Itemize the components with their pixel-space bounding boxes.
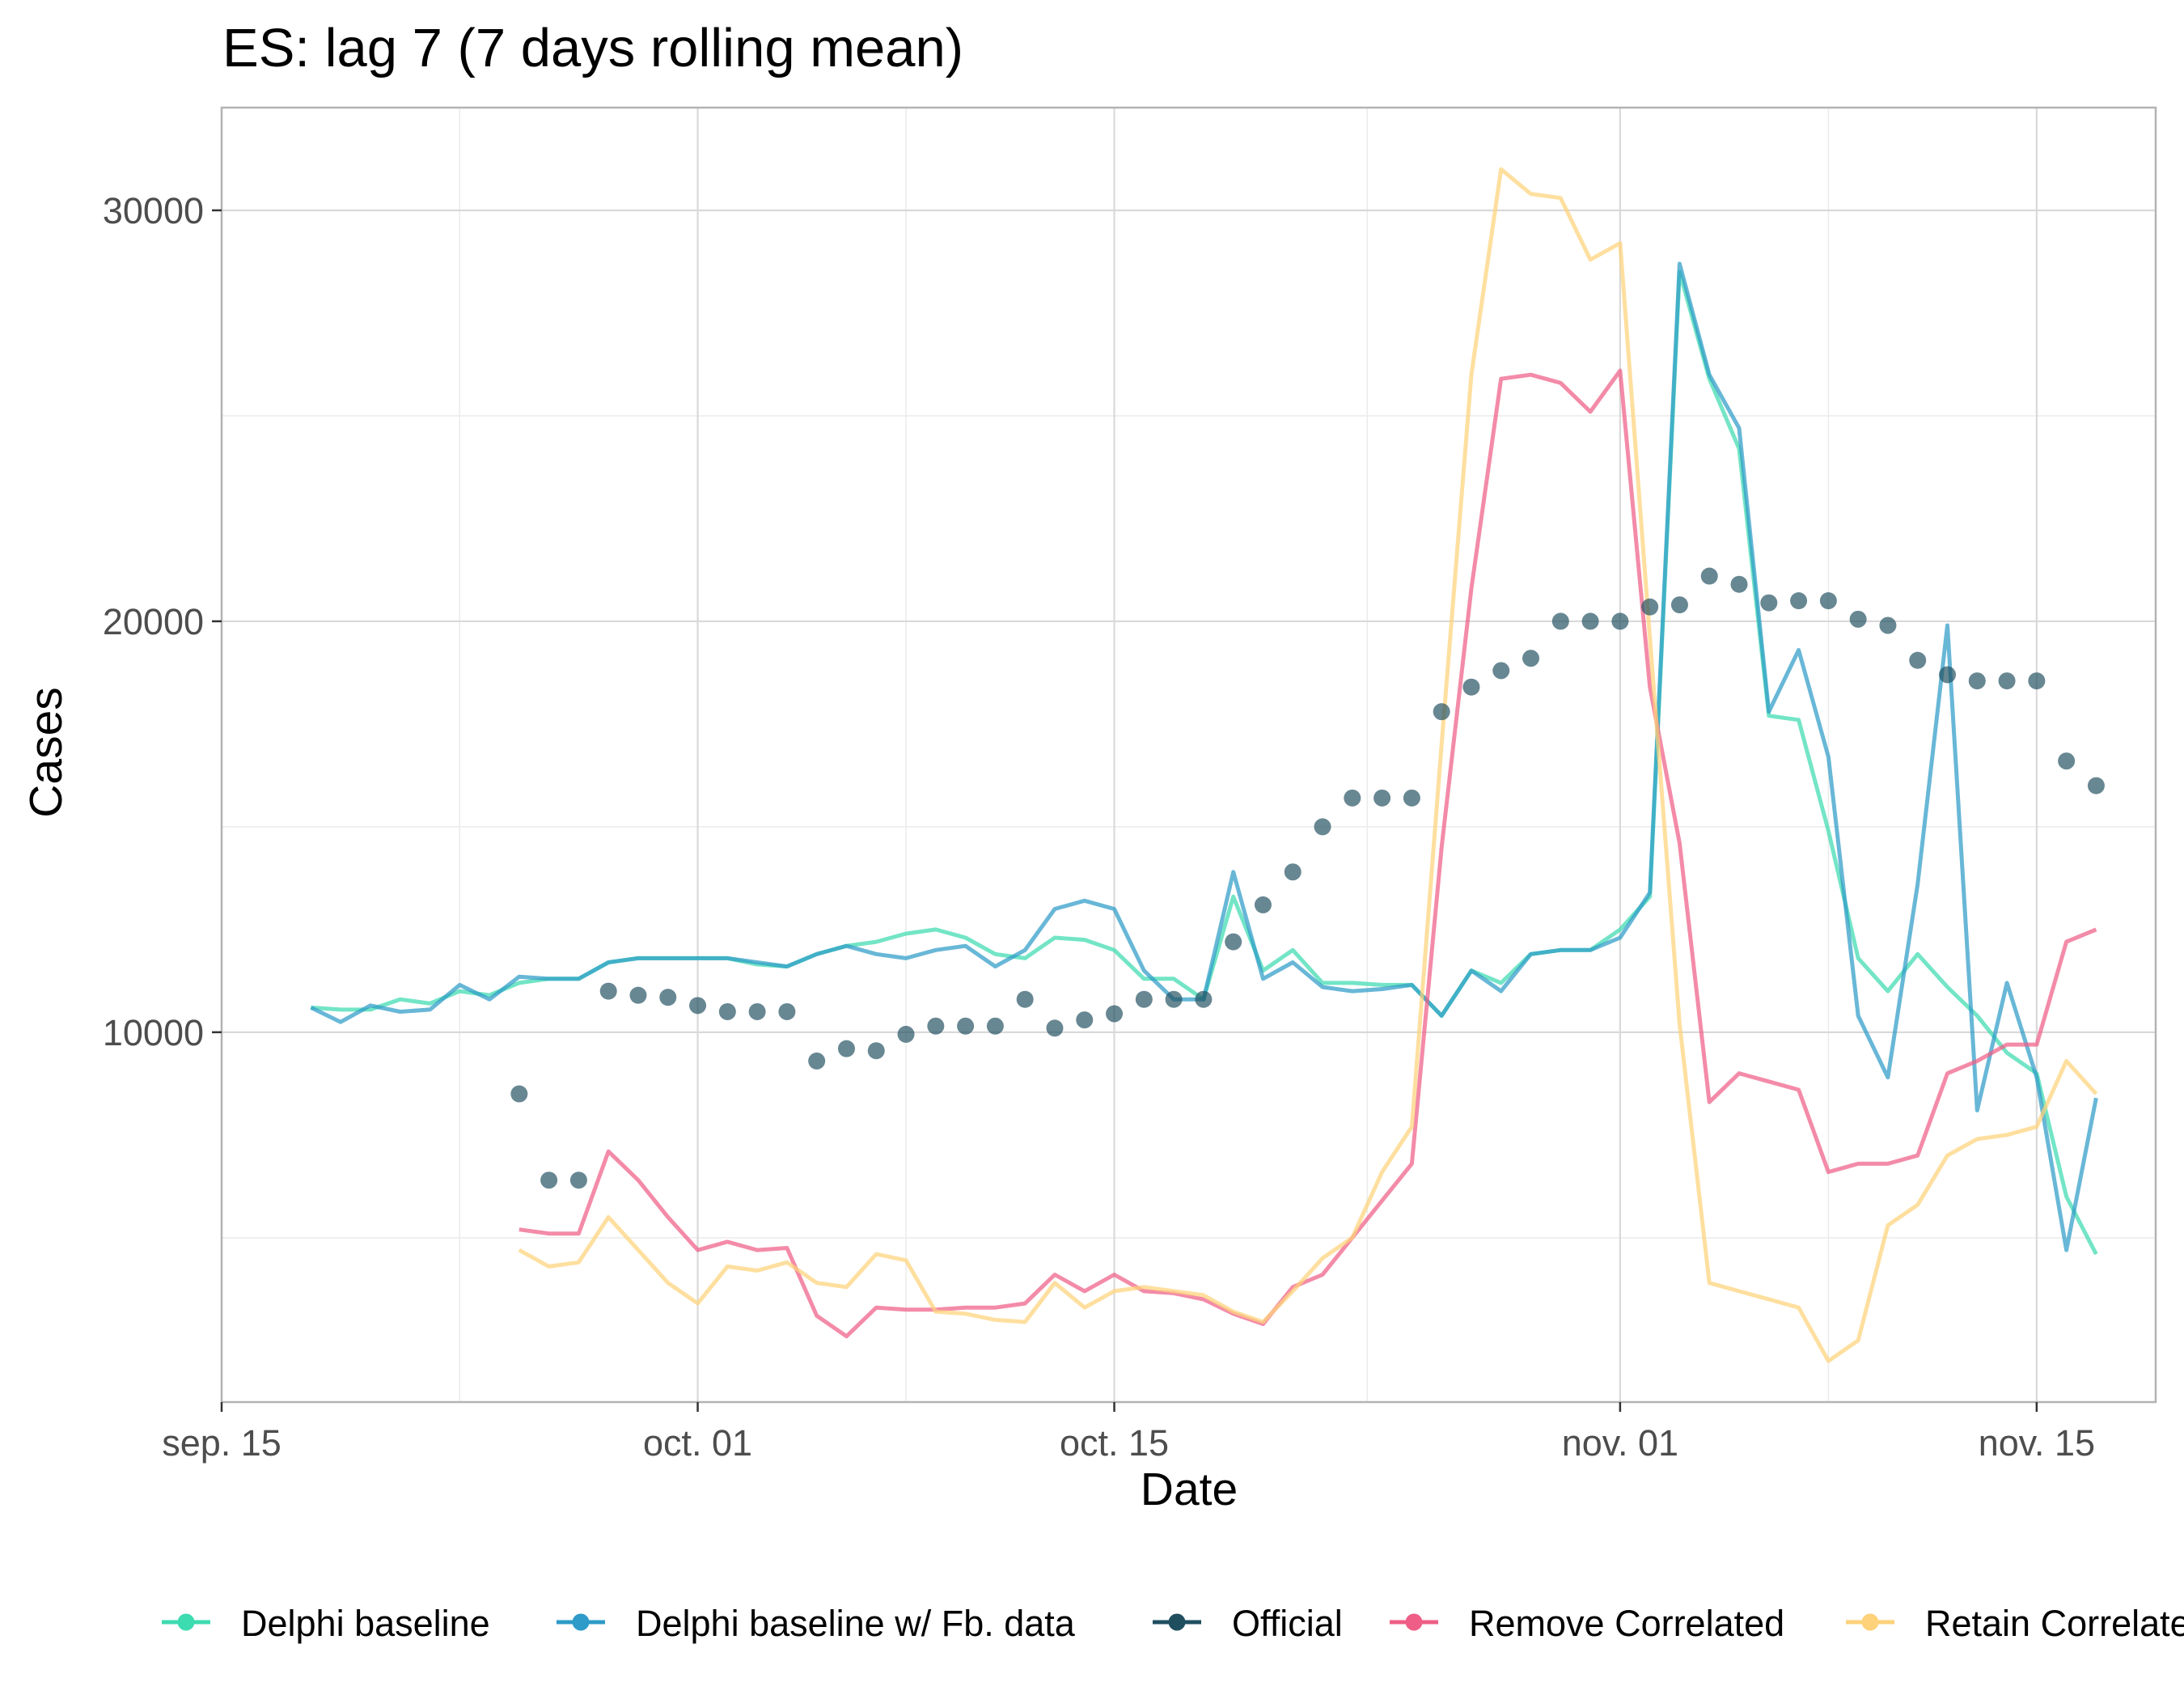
legend-key-point <box>1861 1613 1879 1631</box>
data-point-official <box>1581 612 1599 630</box>
legend-label: Delphi baseline <box>241 1603 490 1644</box>
data-point-official <box>1760 594 1778 612</box>
x-axis-ticks: sep. 15 oct. 01 oct. 15 nov. 01 nov. 15 <box>162 1402 2095 1464</box>
legend-item-retain-correlated: Retain Correlated <box>1846 1603 2184 1644</box>
data-point-official <box>1849 610 1867 628</box>
data-point-official <box>629 986 647 1004</box>
series-line-remove-correlated <box>518 368 2097 1339</box>
x-tick-label: sep. 15 <box>162 1422 281 1464</box>
data-point-official <box>778 1002 796 1020</box>
data-point-official <box>1076 1011 1094 1029</box>
x-tick-label: oct. 01 <box>643 1422 752 1464</box>
data-point-official <box>1611 612 1629 630</box>
data-point-official <box>927 1017 945 1035</box>
series-official <box>510 567 2105 1189</box>
data-point-official <box>1939 666 1957 684</box>
data-point-official <box>867 1042 885 1060</box>
legend-key-point <box>572 1613 590 1631</box>
legend-key-point <box>1405 1613 1423 1631</box>
data-point-official <box>1254 896 1272 913</box>
data-point-official <box>1046 1019 1064 1037</box>
data-point-official <box>897 1025 915 1043</box>
series-layer <box>310 167 2105 1363</box>
plot-panel-border <box>220 106 2157 1404</box>
data-point-official <box>1968 672 1986 690</box>
legend-label: Remove Correlated <box>1469 1603 1784 1644</box>
legend-item-delphi-baseline: Delphi baseline <box>162 1603 490 1644</box>
legend-item-official: Official <box>1153 1603 1343 1644</box>
data-point-official <box>1998 672 2016 690</box>
data-point-official <box>1195 990 1213 1008</box>
data-point-official <box>957 1017 975 1035</box>
data-point-official <box>1016 990 1034 1008</box>
data-point-official <box>1433 703 1450 721</box>
data-point-official <box>1551 612 1569 630</box>
data-point-official <box>1522 650 1540 667</box>
data-point-official <box>837 1040 855 1057</box>
y-axis-label: Cases <box>20 687 72 818</box>
series-line-retain-correlated <box>518 167 2098 1363</box>
x-tick-label: nov. 01 <box>1562 1422 1678 1464</box>
data-point-official <box>1909 651 1927 669</box>
y-tick-label: 20000 <box>103 601 204 642</box>
x-tick-label: oct. 15 <box>1060 1422 1169 1464</box>
chart-title: ES: lag 7 (7 days rolling mean) <box>222 18 963 78</box>
data-point-official <box>1314 818 1331 836</box>
data-point-official <box>1730 575 1748 593</box>
data-point-official <box>1225 933 1242 951</box>
data-point-official <box>808 1052 826 1070</box>
data-point-official <box>1135 990 1153 1008</box>
data-point-official <box>510 1085 528 1103</box>
y-tick-label: 10000 <box>103 1012 204 1053</box>
data-point-official <box>1403 789 1420 807</box>
legend-label: Delphi baseline w/ Fb. data <box>636 1603 1076 1644</box>
data-point-official <box>540 1172 558 1189</box>
data-point-official <box>1106 1005 1124 1023</box>
legend-label: Official <box>1232 1603 1343 1644</box>
data-point-official <box>1373 789 1391 807</box>
legend-item-delphi-baseline-w-fb-data: Delphi baseline w/ Fb. data <box>557 1603 1076 1644</box>
data-point-official <box>1879 616 1897 634</box>
data-point-official <box>1700 567 1718 585</box>
data-point-official <box>1462 678 1480 696</box>
legend: Delphi baseline Delphi baseline w/ Fb. da… <box>162 1603 2184 1644</box>
y-axis-ticks: 10000 20000 30000 <box>103 190 222 1053</box>
minor-gridlines <box>222 108 2156 1402</box>
data-point-official <box>659 989 677 1006</box>
y-tick-label: 30000 <box>103 190 204 231</box>
data-point-official <box>1819 592 1837 610</box>
legend-key-point <box>177 1613 195 1631</box>
x-tick-label: nov. 15 <box>1979 1422 2095 1464</box>
data-point-official <box>986 1017 1004 1035</box>
data-point-official <box>689 997 707 1015</box>
data-point-official <box>2058 752 2076 770</box>
data-point-official <box>1641 598 1659 616</box>
data-point-official <box>1284 863 1302 881</box>
legend-item-remove-correlated: Remove Correlated <box>1390 1603 1784 1644</box>
x-axis-label: Date <box>1141 1464 1238 1515</box>
data-point-official <box>1344 789 1361 807</box>
data-point-official <box>1165 990 1183 1008</box>
legend-key-point <box>1168 1613 1186 1631</box>
data-point-official <box>2087 777 2105 794</box>
data-point-official <box>569 1172 587 1189</box>
data-point-official <box>1492 662 1510 680</box>
data-point-official <box>2028 672 2046 690</box>
data-point-official <box>599 982 617 1000</box>
data-point-official <box>1670 596 1688 614</box>
legend-label: Retain Correlated <box>1925 1603 2184 1644</box>
data-point-official <box>748 1002 766 1020</box>
data-point-official <box>718 1002 736 1020</box>
data-point-official <box>1790 592 1808 610</box>
